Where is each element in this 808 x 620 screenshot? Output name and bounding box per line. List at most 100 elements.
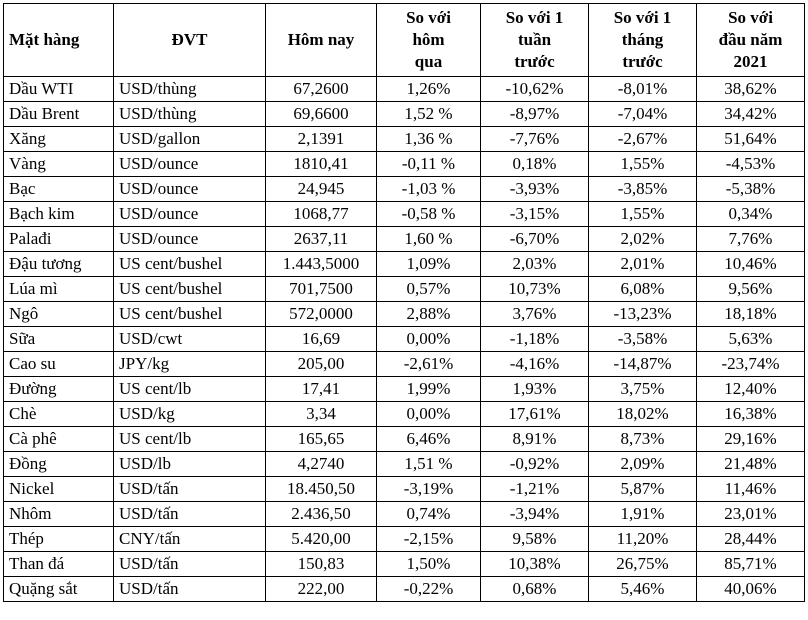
cell-vs-year-start: 5,63% bbox=[696, 326, 805, 352]
cell-vs-month: 6,08% bbox=[588, 276, 697, 302]
table-row: Nhôm USD/tấn 2.436,50 0,74% -3,94% 1,91% 23,01… bbox=[3, 501, 805, 527]
cell-vs-yesterday: 6,46% bbox=[376, 426, 481, 452]
cell-today: 4,2740 bbox=[265, 451, 377, 477]
cell-today: 1068,77 bbox=[265, 201, 377, 227]
table-row: Cao su JPY/kg 205,00 -2,61% -4,16% -14,87% -23… bbox=[3, 351, 805, 377]
cell-vs-week: 8,91% bbox=[480, 426, 589, 452]
cell-vs-year-start: 0,34% bbox=[696, 201, 805, 227]
cell-today: 1810,41 bbox=[265, 151, 377, 177]
cell-vs-month: -8,01% bbox=[588, 76, 697, 102]
cell-vs-week: 3,76% bbox=[480, 301, 589, 327]
cell-vs-month: 2,09% bbox=[588, 451, 697, 477]
cell-unit: USD/ounce bbox=[113, 226, 266, 252]
header-vs-yesterday: So với hôm qua bbox=[376, 3, 481, 77]
cell-vs-year-start: 85,71% bbox=[696, 551, 805, 577]
cell-vs-month: 5,46% bbox=[588, 576, 697, 602]
cell-vs-year-start: 23,01% bbox=[696, 501, 805, 527]
cell-today: 5.420,00 bbox=[265, 526, 377, 552]
cell-vs-week: 17,61% bbox=[480, 401, 589, 427]
cell-vs-month: -14,87% bbox=[588, 351, 697, 377]
cell-vs-yesterday: 0,74% bbox=[376, 501, 481, 527]
cell-vs-year-start: 34,42% bbox=[696, 101, 805, 127]
cell-vs-yesterday: 1,60 % bbox=[376, 226, 481, 252]
table-row: Nickel USD/tấn 18.450,50 -3,19% -1,21% 5,87% 1… bbox=[3, 476, 805, 502]
cell-today: 2637,11 bbox=[265, 226, 377, 252]
cell-vs-week: -3,15% bbox=[480, 201, 589, 227]
cell-commodity: Than đá bbox=[3, 551, 114, 577]
cell-vs-year-start: 28,44% bbox=[696, 526, 805, 552]
cell-unit: USD/kg bbox=[113, 401, 266, 427]
table-row: Bạc USD/ounce 24,945 -1,03 % -3,93% -3,85% -5,… bbox=[3, 176, 805, 202]
cell-vs-yesterday: 1,52 % bbox=[376, 101, 481, 127]
cell-vs-week: -1,21% bbox=[480, 476, 589, 502]
table-row: Ngô US cent/bushel 572,0000 2,88% 3,76% -13,2… bbox=[3, 301, 805, 327]
cell-commodity: Sữa bbox=[3, 326, 114, 352]
cell-today: 222,00 bbox=[265, 576, 377, 602]
cell-today: 16,69 bbox=[265, 326, 377, 352]
table-row: Vàng USD/ounce 1810,41 -0,11 % 0,18% 1,55% -4,… bbox=[3, 151, 805, 177]
cell-vs-yesterday: -0,58 % bbox=[376, 201, 481, 227]
cell-vs-yesterday: 1,50% bbox=[376, 551, 481, 577]
cell-commodity: Cà phê bbox=[3, 426, 114, 452]
cell-commodity: Palađi bbox=[3, 226, 114, 252]
cell-vs-year-start: 12,40% bbox=[696, 376, 805, 402]
table-body: Dầu WTI USD/thùng 67,2600 1,26% -10,62% -8,01… bbox=[3, 76, 805, 602]
cell-vs-month: 3,75% bbox=[588, 376, 697, 402]
cell-vs-week: -3,93% bbox=[480, 176, 589, 202]
cell-vs-month: -7,04% bbox=[588, 101, 697, 127]
cell-unit: US cent/bushel bbox=[113, 301, 266, 327]
cell-vs-yesterday: 1,26% bbox=[376, 76, 481, 102]
table-row: Đồng USD/lb 4,2740 1,51 % -0,92% 2,09% 21,48% bbox=[3, 451, 805, 477]
table-row: Dầu WTI USD/thùng 67,2600 1,26% -10,62% -8,01… bbox=[3, 76, 805, 102]
cell-unit: USD/ounce bbox=[113, 151, 266, 177]
table-row: Đậu tương US cent/bushel 1.443,5000 1,09% 2,… bbox=[3, 251, 805, 277]
header-today: Hôm nay bbox=[265, 3, 377, 77]
cell-vs-month: 1,55% bbox=[588, 151, 697, 177]
table-row: Palađi USD/ounce 2637,11 1,60 % -6,70% 2,02% 7… bbox=[3, 226, 805, 252]
cell-vs-week: -8,97% bbox=[480, 101, 589, 127]
table-row: Sữa USD/cwt 16,69 0,00% -1,18% -3,58% 5,63% bbox=[3, 326, 805, 352]
cell-vs-year-start: -4,53% bbox=[696, 151, 805, 177]
cell-vs-week: -0,92% bbox=[480, 451, 589, 477]
table-row: Đường US cent/lb 17,41 1,99% 1,93% 3,75% 12,40… bbox=[3, 376, 805, 402]
cell-today: 701,7500 bbox=[265, 276, 377, 302]
cell-vs-year-start: 21,48% bbox=[696, 451, 805, 477]
table-row: Xăng USD/gallon 2,1391 1,36 % -7,76% -2,67% 51… bbox=[3, 126, 805, 152]
cell-unit: US cent/lb bbox=[113, 426, 266, 452]
cell-vs-month: 2,02% bbox=[588, 226, 697, 252]
cell-commodity: Đậu tương bbox=[3, 251, 114, 277]
header-vs-year-start: So với đầu năm 2021 bbox=[696, 3, 805, 77]
cell-commodity: Chè bbox=[3, 401, 114, 427]
cell-vs-yesterday: -0,22% bbox=[376, 576, 481, 602]
cell-commodity: Đồng bbox=[3, 451, 114, 477]
cell-today: 17,41 bbox=[265, 376, 377, 402]
cell-vs-month: -2,67% bbox=[588, 126, 697, 152]
cell-unit: USD/tấn bbox=[113, 551, 266, 577]
commodity-price-table: Mặt hàng ĐVT Hôm nay So với hôm qua So với 1 tu… bbox=[3, 3, 805, 602]
cell-unit: JPY/kg bbox=[113, 351, 266, 377]
cell-commodity: Lúa mì bbox=[3, 276, 114, 302]
cell-vs-week: 0,18% bbox=[480, 151, 589, 177]
cell-today: 24,945 bbox=[265, 176, 377, 202]
cell-vs-week: -7,76% bbox=[480, 126, 589, 152]
cell-commodity: Xăng bbox=[3, 126, 114, 152]
cell-vs-week: 1,93% bbox=[480, 376, 589, 402]
cell-unit: USD/ounce bbox=[113, 201, 266, 227]
cell-vs-week: 2,03% bbox=[480, 251, 589, 277]
cell-unit: US cent/bushel bbox=[113, 276, 266, 302]
cell-vs-week: 10,73% bbox=[480, 276, 589, 302]
header-vs-week: So với 1 tuần trước bbox=[480, 3, 589, 77]
cell-vs-week: 10,38% bbox=[480, 551, 589, 577]
cell-unit: USD/gallon bbox=[113, 126, 266, 152]
header-vs-month: So với 1 tháng trước bbox=[588, 3, 697, 77]
cell-vs-week: 9,58% bbox=[480, 526, 589, 552]
cell-vs-year-start: 11,46% bbox=[696, 476, 805, 502]
header-row: Mặt hàng ĐVT Hôm nay So với hôm qua So với 1 tu… bbox=[3, 3, 805, 77]
cell-vs-month: 18,02% bbox=[588, 401, 697, 427]
cell-vs-yesterday: 1,09% bbox=[376, 251, 481, 277]
cell-vs-yesterday: -2,61% bbox=[376, 351, 481, 377]
cell-vs-year-start: 7,76% bbox=[696, 226, 805, 252]
cell-vs-yesterday: 1,36 % bbox=[376, 126, 481, 152]
table-row: Thép CNY/tấn 5.420,00 -2,15% 9,58% 11,20% 28,4… bbox=[3, 526, 805, 552]
cell-unit: USD/thùng bbox=[113, 101, 266, 127]
